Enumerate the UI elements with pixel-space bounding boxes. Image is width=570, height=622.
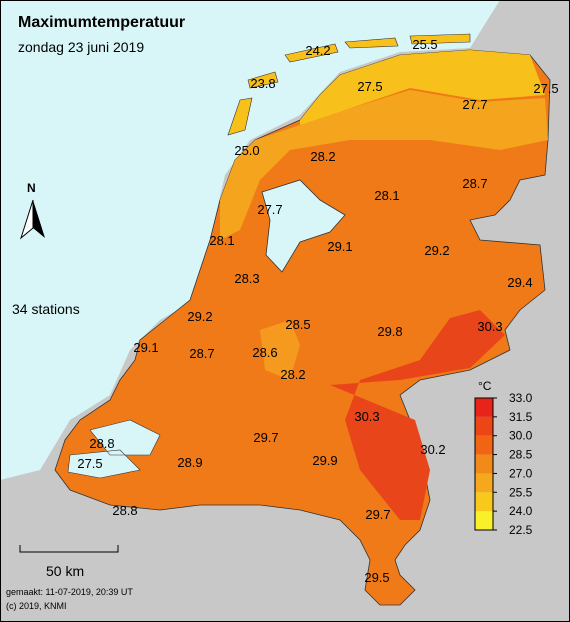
legend-swatch: [475, 454, 493, 474]
legend-title: °C: [478, 379, 492, 393]
legend-tick-label: 25.5: [509, 485, 533, 499]
station-value: 27.7: [257, 202, 282, 217]
station-value: 29.5: [364, 570, 389, 585]
station-value: 29.1: [133, 340, 158, 355]
station-value: 28.2: [310, 149, 335, 164]
legend-swatch: [475, 398, 493, 417]
lake: [261, 179, 346, 273]
station-value: 28.9: [177, 455, 202, 470]
north-arrow: [20, 199, 34, 240]
title: Maximumtemperatuur: [18, 14, 185, 31]
legend-swatch: [475, 473, 493, 493]
station-value: 28.1: [209, 233, 234, 248]
station-value: 30.3: [477, 319, 502, 334]
station-value: 29.7: [365, 507, 390, 522]
legend-tick-label: 22.5: [509, 523, 533, 537]
footer: (c) 2019, KNMI: [6, 601, 67, 611]
station-value: 27.7: [462, 97, 487, 112]
legend-tick-label: 33.0: [509, 391, 533, 405]
legend-tick-label: 28.5: [509, 448, 533, 462]
legend-tick-label: 30.0: [509, 429, 533, 443]
subtitle: zondag 23 juni 2019: [18, 39, 144, 55]
station-value: 27.5: [357, 79, 382, 94]
station-value: 29.7: [253, 430, 278, 445]
station-value: 29.1: [327, 239, 352, 254]
station-value: 25.5: [412, 37, 437, 52]
station-value: 27.5: [77, 456, 102, 471]
station-value: 28.8: [112, 503, 137, 518]
zone-cool: [300, 50, 545, 135]
station-value: 23.8: [250, 76, 275, 91]
legend-swatch: [475, 511, 493, 530]
estuary: [67, 419, 161, 479]
zone-hot: [330, 310, 505, 520]
station-value: 29.4: [507, 275, 532, 290]
footer: gemaakt: 11-07-2019, 20:39 UT: [6, 587, 133, 597]
station-value: 25.0: [234, 143, 259, 158]
station-value: 28.6: [252, 345, 277, 360]
station-value: 29.9: [312, 453, 337, 468]
station-value: 28.7: [189, 346, 214, 361]
legend-swatch: [475, 416, 493, 436]
scale-label: 50 km: [46, 563, 84, 579]
legend-tick-label: 24.0: [509, 504, 533, 518]
legend-tick-label: 31.5: [509, 410, 533, 424]
scale-bar: [19, 545, 119, 553]
legend-swatch: [475, 492, 493, 512]
station-value: 24.2: [305, 43, 330, 58]
station-value: 28.1: [374, 188, 399, 203]
station-value: 27.5: [533, 81, 558, 96]
north-arrow: [33, 200, 45, 238]
station-value: 29.2: [424, 243, 449, 258]
station-value: 29.8: [377, 324, 402, 339]
sea: [0, 0, 500, 480]
station-value: 28.3: [234, 271, 259, 286]
station-value: 30.2: [420, 442, 445, 457]
legend-swatch: [475, 435, 493, 455]
north-label: N: [27, 181, 36, 195]
station-value: 28.5: [285, 317, 310, 332]
station-value: 28.8: [89, 436, 114, 451]
station-value: 28.2: [280, 367, 305, 382]
stations-note: 34 stations: [12, 301, 80, 317]
legend-frame: [474, 397, 494, 531]
islands: [227, 33, 471, 136]
zone-mild: [220, 90, 548, 240]
legend-tick-label: 27.0: [509, 466, 533, 480]
country: [54, 49, 551, 606]
station-value: 28.7: [462, 176, 487, 191]
zone-local: [260, 320, 300, 380]
station-value: 30.3: [354, 409, 379, 424]
station-value: 29.2: [187, 309, 212, 324]
